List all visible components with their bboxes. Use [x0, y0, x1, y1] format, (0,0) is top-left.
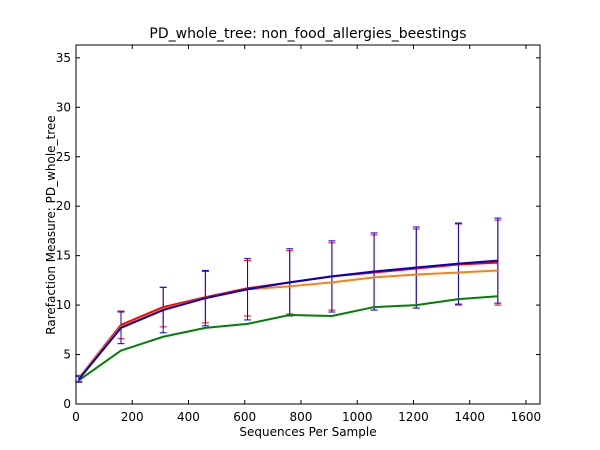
x-axis-label: Sequences Per Sample: [239, 425, 377, 439]
chart-title: PD_whole_tree: non_food_allergies_beesti…: [149, 26, 467, 42]
y-tick-label: 0: [63, 397, 71, 411]
y-tick-label: 10: [56, 298, 71, 312]
x-tick-label: 1400: [454, 410, 485, 424]
series-line: [78, 295, 498, 382]
x-tick-label: 600: [233, 410, 256, 424]
x-tick-label: 200: [121, 410, 144, 424]
x-tick-label: 1600: [511, 410, 542, 424]
y-tick-label: 30: [56, 100, 71, 114]
series-line: [78, 259, 498, 380]
y-tick-label: 15: [56, 249, 71, 263]
x-tick-label: 0: [72, 410, 80, 424]
x-tick-label: 800: [290, 410, 313, 424]
y-tick-label: 5: [63, 348, 71, 362]
y-tick-label: 25: [56, 150, 71, 164]
x-tick-label: 400: [177, 410, 200, 424]
axes-layer: 0 200 400 600 800 1000 1200 1400 1600 0 5 10 15 20 25 3…: [56, 45, 541, 424]
plot-frame: [75, 44, 541, 405]
x-tick-label: 1000: [342, 410, 373, 424]
series-line: [78, 269, 498, 379]
series-layer: [75, 217, 502, 383]
y-tick-label: 35: [56, 51, 71, 65]
y-tick-label: 20: [56, 199, 71, 213]
x-tick-label: 1200: [398, 410, 429, 424]
series-line: [78, 261, 498, 379]
